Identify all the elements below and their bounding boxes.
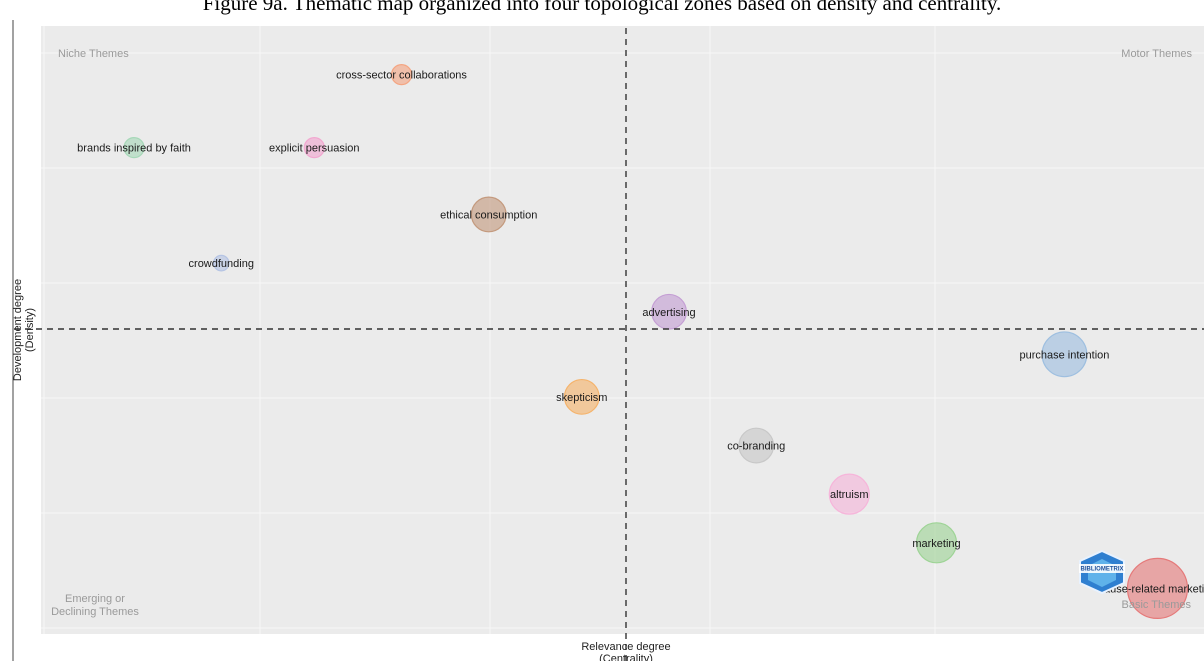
quadrant-label-motor: Motor Themes — [1121, 48, 1192, 60]
x-axis-title-line1: Relevance degree — [581, 641, 670, 653]
quadrant-label-basic: Basic Themes — [1122, 599, 1192, 611]
bubble-ethical-consumption[interactable] — [470, 196, 507, 233]
bibliometrix-logo: BIBLIOMETRIX — [1079, 549, 1125, 595]
bubble-purchase-intention[interactable] — [1041, 331, 1088, 378]
bubble-label-purchase-intention: purchase intention — [1019, 349, 1109, 361]
bubble-advertising[interactable] — [651, 293, 687, 330]
y-axis-title-line2: (Density) — [24, 308, 36, 352]
bubble-label-marketing: marketing — [912, 538, 960, 550]
figure-caption: Figure 9a. Thematic map organized into f… — [202, 0, 1002, 15]
bubble-label-cross-sector-collaborations: cross-sector collaborations — [336, 70, 467, 82]
quadrant-label-emerging: Emerging or — [65, 593, 125, 605]
y-axis-title-line1: Development degree — [12, 279, 24, 381]
bubble-label-advertising: advertising — [642, 307, 695, 319]
bubble-label-ethical-consumption: ethical consumption — [440, 209, 537, 221]
bubble-cause-related-marketing[interactable] — [1126, 557, 1189, 620]
quadrant-label-niche: Niche Themes — [58, 48, 129, 60]
bubble-label-brands-inspired-by-faith: brands inspired by faith — [77, 143, 191, 155]
bubble-label-crowdfunding: crowdfunding — [189, 258, 254, 270]
bubble-brands-inspired-by-faith[interactable] — [123, 137, 145, 159]
bubble-marketing[interactable] — [915, 522, 958, 564]
bubble-co-branding[interactable] — [738, 427, 775, 464]
bubble-crowdfunding[interactable] — [212, 254, 230, 272]
x-axis-title-line2: (Centrality) — [599, 653, 653, 661]
bubble-altruism[interactable] — [828, 473, 870, 515]
logo-banner — [1079, 564, 1125, 573]
bubble-label-co-branding: co-branding — [727, 441, 785, 453]
bubble-labels-layer: cross-sector collaborations brands inspir… — [77, 70, 1204, 596]
bubbles-layer — [123, 64, 1189, 620]
bubble-label-skepticism: skepticism — [556, 392, 607, 404]
bubble-label-cause-related-marketing: cause-related marketing — [1098, 583, 1204, 595]
bubble-label-altruism: altruism — [830, 489, 869, 501]
quadrant-label-declining: Declining Themes — [51, 606, 139, 618]
bubble-label-explicit-persuasion: explicit persuasion — [269, 143, 360, 155]
bubble-explicit-persuasion[interactable] — [303, 137, 325, 159]
plot-area — [41, 26, 1204, 634]
bubble-skepticism[interactable] — [563, 378, 600, 415]
bubble-cross-sector-collaborations[interactable] — [390, 64, 413, 86]
logo-text: BIBLIOMETRIX — [1081, 567, 1124, 573]
